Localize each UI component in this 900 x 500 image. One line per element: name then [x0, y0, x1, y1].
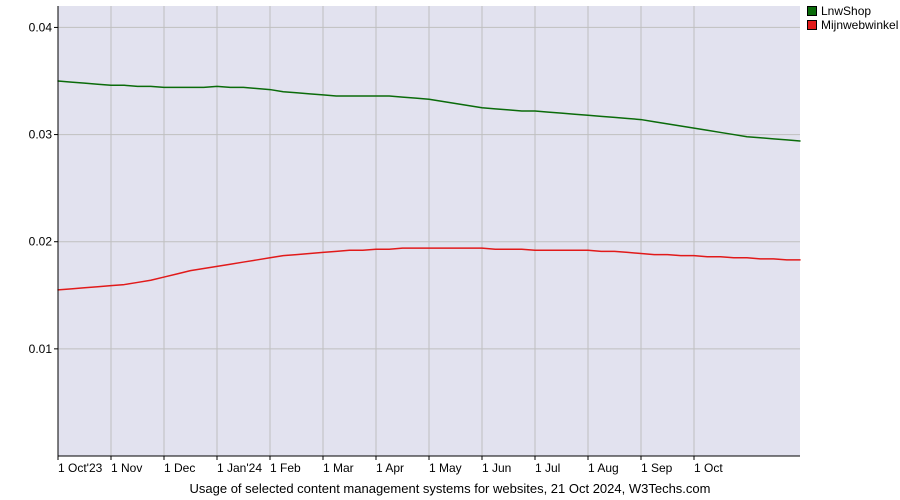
- x-tick-label: 1 Dec: [164, 461, 195, 475]
- chart-legend: LnwShopMijnwebwinkel: [807, 4, 898, 32]
- legend-swatch: [807, 6, 817, 16]
- x-tick-label: 1 Feb: [270, 461, 301, 475]
- x-tick-label: 1 May: [429, 461, 462, 475]
- x-tick-label: 1 Jan'24: [217, 461, 262, 475]
- legend-label: Mijnwebwinkel: [821, 18, 898, 32]
- chart-caption: Usage of selected content management sys…: [0, 481, 900, 496]
- legend-item: LnwShop: [807, 4, 898, 18]
- legend-swatch: [807, 20, 817, 30]
- x-tick-label: 1 Jul: [535, 461, 560, 475]
- y-tick-label: 0.02: [29, 235, 53, 249]
- x-tick-label: 1 Oct'23: [58, 461, 103, 475]
- y-tick-label: 0.03: [29, 128, 53, 142]
- x-tick-label: 1 Apr: [376, 461, 404, 475]
- y-tick-label: 0.01: [29, 342, 53, 356]
- x-tick-label: 1 Oct: [694, 461, 723, 475]
- x-tick-label: 1 Aug: [588, 461, 619, 475]
- y-tick-label: 0.04: [29, 20, 53, 34]
- x-tick-label: 1 Sep: [641, 461, 673, 475]
- x-tick-label: 1 Nov: [111, 461, 142, 475]
- usage-line-chart: 0.01 0.02 0.03 0.04 1 Oct'23 1 Nov 1 Dec 1 Jan'…: [0, 0, 900, 500]
- legend-label: LnwShop: [821, 4, 871, 18]
- x-tick-label: 1 Mar: [323, 461, 354, 475]
- legend-item: Mijnwebwinkel: [807, 18, 898, 32]
- x-tick-label: 1 Jun: [482, 461, 511, 475]
